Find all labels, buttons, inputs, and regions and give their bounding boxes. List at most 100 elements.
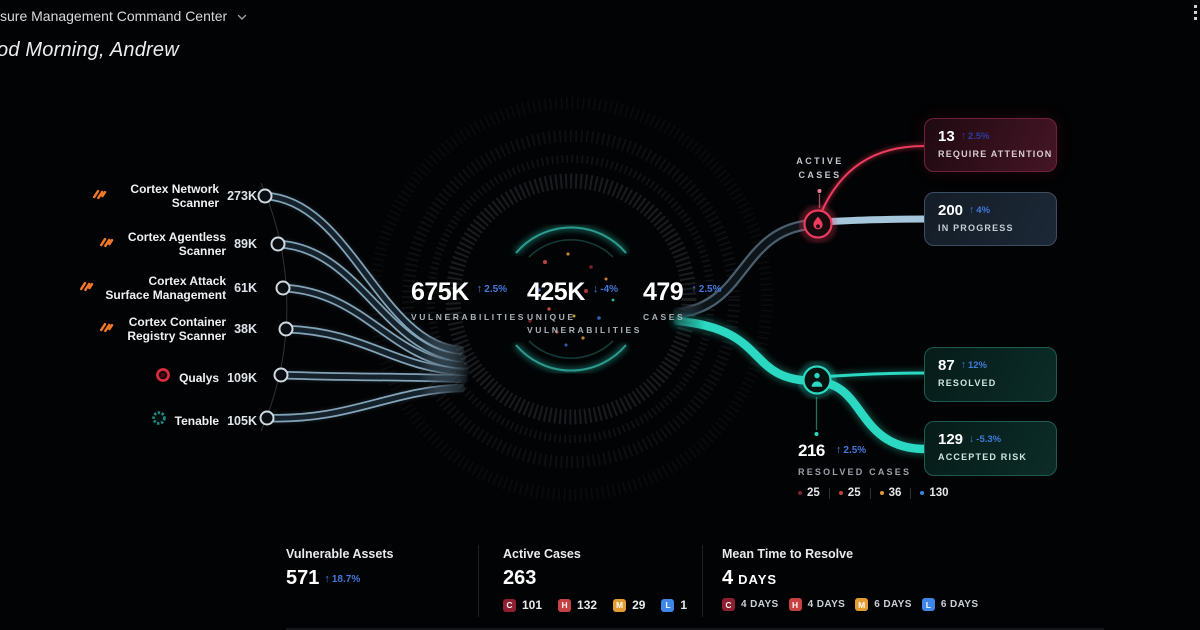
card-accepted-risk[interactable]: 129 ↓ -5.3% ACCEPTED RISK [924, 421, 1057, 476]
card-resolved[interactable]: 87 ↑ 12% RESOLVED [924, 347, 1057, 402]
source-name: Tenable [174, 413, 220, 428]
critical-badge: C [503, 598, 516, 612]
stat-vulnerable-assets: Vulnerable Assets 571 ↑ 18.7% [286, 547, 393, 588]
metric-delta: ↓ -4% [592, 283, 619, 295]
source-count: 109K [227, 370, 257, 385]
stat-unit: DAYS [738, 572, 778, 587]
resolved-cases-delta: ↑ 2.5% [835, 444, 867, 456]
card-label: RESOLVED [938, 378, 997, 388]
stat-label: Mean Time to Resolve [722, 547, 854, 561]
breakdown-critical: 25 [798, 487, 820, 499]
arrow-down-icon: ↓ [592, 283, 599, 295]
resolved-cases-summary: 216 ↑ 2.5% RESOLVED CASES 25 25 36 130 [798, 442, 949, 499]
chip-medium: M 29 [613, 598, 645, 612]
source-name: Cortex Attack Surface Management [105, 274, 227, 302]
stat-value: 571 [286, 567, 320, 589]
arrow-up-icon: ↑ [969, 204, 975, 216]
chip-critical: C 101 [503, 598, 542, 612]
source-row-cortex-agentless-scanner[interactable]: Cortex Agentless Scanner 89K [0, 230, 257, 258]
low-badge: L [921, 598, 935, 611]
metric-value: 675K [411, 278, 469, 306]
more-menu-icon[interactable] [1194, 5, 1197, 20]
card-in-progress[interactable]: 200 ↑ 4% IN PROGRESS [924, 192, 1057, 246]
active-cases-node[interactable] [799, 205, 837, 243]
tenable-logo-icon [151, 410, 167, 431]
resolved-breakdown: 25 25 36 130 [798, 487, 949, 499]
arrow-down-icon: ↓ [969, 433, 975, 445]
source-name: Cortex Network Scanner [130, 182, 220, 210]
card-delta: ↓ -5.3% [969, 433, 1002, 445]
critical-badge: C [722, 598, 735, 611]
card-value: 87 [938, 357, 955, 374]
medium-badge: M [613, 598, 627, 612]
teal-arcs [514, 225, 628, 373]
flame-icon [813, 216, 823, 230]
arrow-up-icon: ↑ [324, 573, 330, 585]
metric-vulnerabilities: 675K ↑ 2.5% VULNERABILITIES [411, 280, 526, 324]
metric-label: UNIQUE VULNERABILITIES [527, 312, 643, 335]
metric-value: 425K [527, 278, 585, 306]
metric-cases: 479 ↑ 2.5% CASES [643, 280, 722, 324]
source-count: 89K [234, 237, 257, 251]
app-title-text: sure Management Command Center [0, 8, 228, 24]
source-row-tenable[interactable]: Tenable 105K [0, 410, 257, 431]
stat-value: 4 [722, 567, 734, 589]
source-row-cortex-network-scanner[interactable]: Cortex Network Scanner 273K [0, 182, 257, 210]
source-row-cortex-container-registry-scanner[interactable]: Cortex Container Registry Scanner 38K [0, 315, 257, 343]
source-count: 38K [234, 322, 257, 336]
source-count: 105K [227, 413, 257, 428]
greeting: od Morning, Andrew [0, 39, 179, 61]
divider [286, 628, 1104, 630]
chip-high: H 132 [558, 598, 597, 612]
metric-unique-vulnerabilities: 425K ↓ -4% UNIQUE VULNERABILITIES [527, 280, 642, 337]
arrow-up-icon: ↑ [960, 130, 966, 142]
source-name: Cortex Container Registry Scanner [127, 315, 227, 343]
stat-label: Active Cases [503, 547, 581, 561]
source-count: 61K [234, 281, 257, 295]
card-value: 13 [938, 128, 955, 145]
source-name: Cortex Agentless Scanner [127, 230, 227, 258]
medium-badge: M [855, 598, 869, 611]
cortex-logo-icon [92, 187, 107, 205]
card-value: 129 [938, 431, 964, 448]
resolved-cases-node[interactable] [798, 361, 836, 399]
source-count: 273K [227, 189, 257, 203]
breakdown-high: 25 [838, 487, 861, 499]
chevron-down-icon[interactable] [237, 14, 247, 21]
card-label: IN PROGRESS [938, 223, 1014, 233]
arrow-up-icon: ↑ [476, 283, 483, 295]
card-label: ACCEPTED RISK [938, 452, 1028, 462]
divider [702, 545, 703, 617]
active-cases-label: ACTIVE CASES [796, 156, 844, 180]
qualys-logo-icon [155, 367, 171, 388]
source-row-cortex-attack-surface-management[interactable]: Cortex Attack Surface Management 61K [0, 274, 257, 302]
low-dot-icon [920, 491, 925, 495]
card-delta: ↑ 4% [969, 204, 991, 216]
card-require-attention[interactable]: 13 ↑ 2.5% REQUIRE ATTENTION [924, 118, 1057, 172]
breakdown-medium: 36 [879, 487, 901, 499]
scatter-dots [528, 252, 615, 347]
card-label: REQUIRE ATTENTION [938, 149, 1053, 159]
medium-dot-icon [879, 491, 884, 495]
card-delta: ↑ 2.5% [960, 130, 990, 142]
stat-delta: ↑ 18.7% [324, 573, 361, 585]
metric-value: 479 [643, 278, 684, 306]
source-arc [260, 182, 288, 432]
critical-dot-icon [798, 491, 802, 495]
card-value: 200 [938, 202, 964, 219]
app-title[interactable]: sure Management Command Center [0, 8, 247, 24]
source-row-qualys[interactable]: Qualys 109K [0, 367, 257, 388]
high-dot-icon [838, 491, 843, 495]
source-nodes [257, 188, 294, 426]
low-badge: L [661, 598, 675, 612]
metric-delta: ↑ 2.5% [691, 283, 722, 295]
